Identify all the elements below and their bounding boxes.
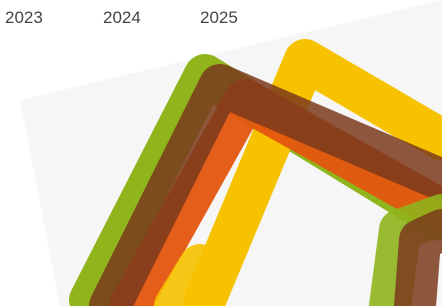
yellow-inner (175, 265, 200, 306)
logo-graphic (0, 0, 442, 306)
year-label: 2025 (200, 8, 238, 28)
year-label: 2024 (103, 8, 141, 28)
year-label: 2023 (5, 8, 43, 28)
screen: 2023 2024 2025 (0, 0, 442, 306)
